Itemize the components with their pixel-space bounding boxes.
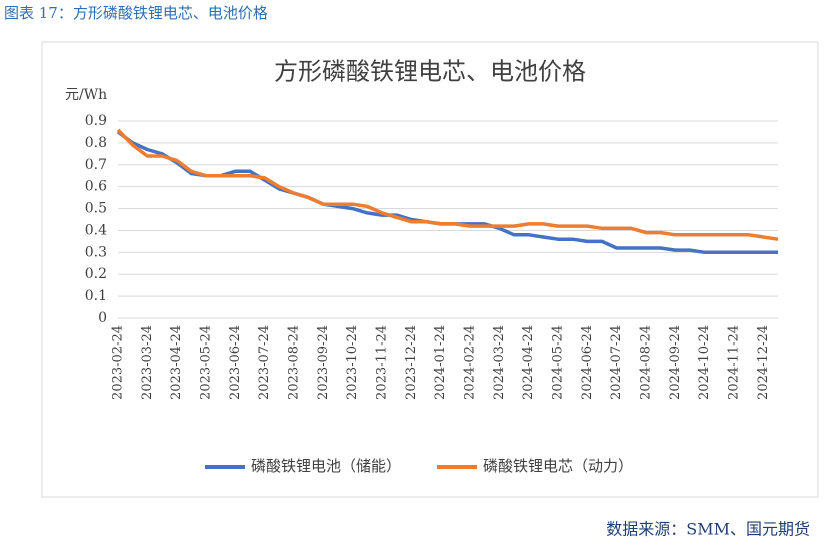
x-tick-label: 2023-09-24: [316, 325, 331, 400]
x-tick-label: 2023-08-24: [287, 325, 302, 400]
y-axis-label: 元/Wh: [65, 87, 107, 103]
x-tick-label: 2023-07-24: [257, 325, 272, 400]
x-tick-label: 2024-04-24: [521, 325, 536, 400]
y-tick-label: 0.3: [85, 244, 107, 260]
chart-title: 方形磷酸铁锂电芯、电池价格: [274, 58, 586, 86]
y-tick-label: 0.6: [85, 179, 107, 195]
y-tick-label: 0.2: [85, 266, 107, 282]
y-tick-label: 0.7: [85, 157, 107, 173]
legend-label: 磷酸铁锂电池（储能）: [251, 457, 401, 475]
x-tick-label: 2024-06-24: [580, 325, 595, 400]
x-tick-label: 2024-10-24: [697, 325, 712, 400]
x-tick-label: 2023-03-24: [140, 325, 155, 400]
chart-frame: [41, 41, 819, 498]
line-series: [116, 128, 779, 241]
y-tick-label: 0.9: [85, 113, 107, 129]
x-tick-label: 2023-06-24: [228, 325, 243, 400]
source: 数据来源：SMM、国元期货: [606, 520, 810, 539]
y-tick-label: 0: [98, 310, 107, 326]
y-tick-label: 0.8: [85, 135, 107, 151]
x-tick-label: 2024-08-24: [639, 325, 654, 400]
y-tick-label: 0.4: [85, 222, 107, 238]
x-tick-label: 2024-05-24: [551, 325, 566, 400]
x-tick-label: 2024-11-24: [727, 325, 742, 400]
legend-label: 磷酸铁锂电芯（动力）: [483, 457, 633, 475]
x-tick-label: 2023-12-24: [404, 325, 419, 400]
x-tick-label: 2023-11-24: [375, 325, 390, 400]
x-tick-label: 2024-01-24: [433, 325, 448, 400]
y-tick-label: 0.1: [85, 288, 107, 304]
x-tick-label: 2024-03-24: [492, 325, 507, 400]
x-tick-label: 2023-04-24: [169, 325, 184, 400]
x-tick-label: 2024-09-24: [668, 325, 683, 400]
caption: 图表 17：方形磷酸铁锂电芯、电池价格: [4, 4, 268, 22]
x-tick-label: 2023-02-24: [111, 325, 126, 400]
x-tick-label: 2023-10-24: [345, 325, 360, 400]
x-tick-label: 2024-02-24: [463, 325, 478, 400]
x-tick-label: 2024-07-24: [609, 325, 624, 400]
x-tick-label: 2024-12-24: [756, 325, 771, 400]
y-tick-label: 0.5: [85, 201, 107, 217]
x-tick-label: 2023-05-24: [199, 325, 214, 400]
